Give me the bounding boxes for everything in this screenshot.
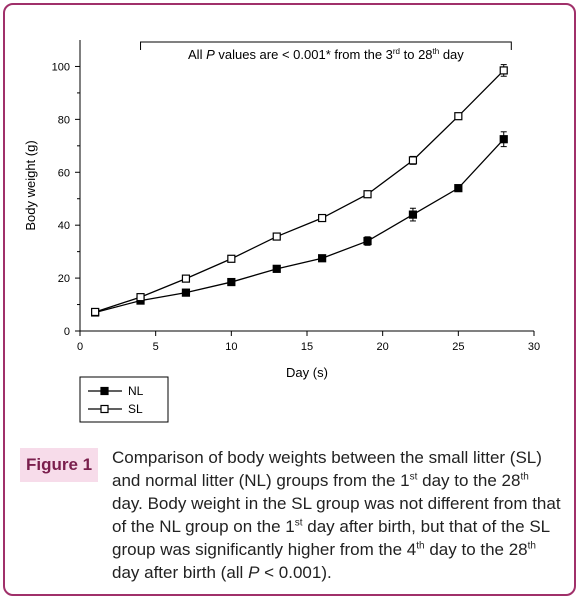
legend-marker: [100, 386, 109, 396]
legend-item-nl: NL: [88, 384, 144, 398]
legend: NL SL: [79, 376, 169, 423]
legend-item-sl: SL: [88, 402, 143, 416]
x-tick-label: 15: [301, 341, 313, 353]
data-point: [408, 210, 418, 219]
figure-label: Figure 1: [20, 448, 99, 482]
data-point: [318, 254, 327, 263]
data-point: [499, 135, 508, 144]
legend-box: [79, 376, 169, 423]
data-point: [499, 66, 508, 75]
data-point: [272, 264, 281, 273]
data-point: [227, 254, 236, 263]
series-sl: [91, 64, 508, 317]
data-point: [181, 274, 191, 283]
legend-label: SL: [128, 402, 143, 416]
series-line: [94, 138, 505, 314]
data-point: [136, 293, 145, 302]
series-line: [94, 69, 505, 313]
data-point: [181, 288, 191, 297]
body-weight-chart: 0 5 10 15 20 25 30 0 20 40 60 80 100 All P values ar…: [23, 40, 540, 423]
y-tick-label: 100: [52, 61, 70, 73]
x-tick-label: 5: [153, 341, 159, 353]
y-tick-label: 60: [58, 167, 70, 179]
y-tick-label: 80: [58, 114, 70, 126]
data-point: [408, 156, 418, 165]
series-layer: [91, 64, 508, 317]
y-tick-label: 0: [64, 326, 70, 338]
significance-annotation: All P values are < 0.001* from the 3rd t…: [140, 41, 512, 62]
y-tick-label: 40: [58, 220, 70, 232]
x-tick-label: 0: [77, 341, 83, 353]
significance-bracket: [140, 41, 512, 50]
data-point: [454, 184, 463, 193]
y-axis-label: Body weight (g): [23, 140, 38, 230]
x-tick-label: 30: [528, 341, 540, 353]
legend-marker: [100, 404, 109, 414]
data-point: [363, 236, 372, 246]
x-tick-label: 20: [377, 341, 389, 353]
figure-frame: [3, 3, 576, 596]
data-point: [272, 232, 281, 241]
caption-text: Comparison of body weights between the s…: [112, 448, 561, 582]
legend-label: NL: [128, 384, 144, 398]
data-point: [91, 307, 100, 317]
significance-text: All P values are < 0.001* from the 3rd t…: [188, 47, 464, 62]
x-tick-label: 25: [452, 341, 464, 353]
x-tick-label: 10: [225, 341, 237, 353]
x-axis-label: Day (s): [286, 365, 328, 380]
chart-axes: 0 5 10 15 20 25 30 0 20 40 60 80 100: [52, 40, 540, 353]
y-tick-label: 20: [58, 273, 70, 285]
data-point: [363, 190, 372, 199]
data-point: [454, 112, 463, 121]
data-point: [227, 277, 236, 287]
data-point: [318, 213, 327, 223]
series-nl: [91, 131, 508, 317]
